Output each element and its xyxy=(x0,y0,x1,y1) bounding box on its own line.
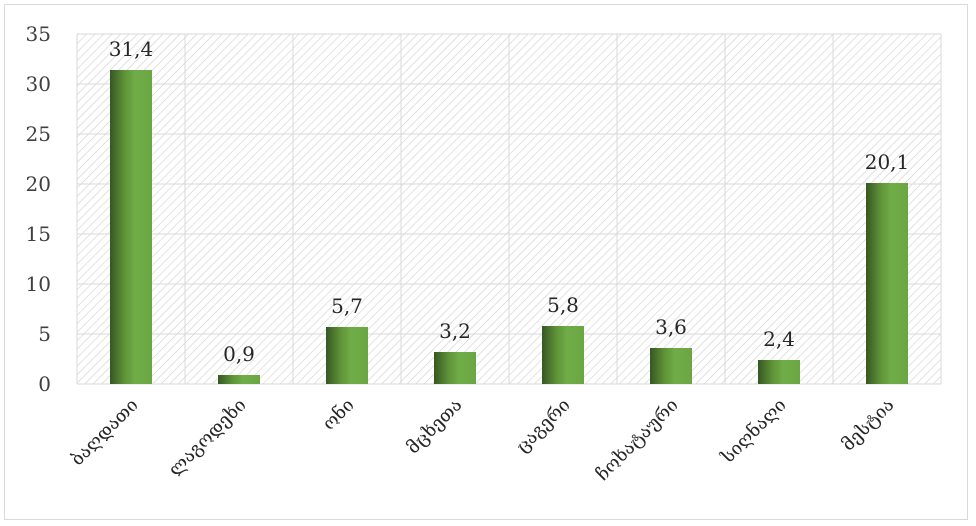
bar xyxy=(542,326,584,384)
data-label: 2,4 xyxy=(763,327,795,351)
bar xyxy=(326,327,368,384)
y-tick-label: 25 xyxy=(26,122,51,146)
data-label: 3,2 xyxy=(439,319,471,343)
data-label: 31,4 xyxy=(109,37,154,61)
x-tick-label: ჩოხატაური xyxy=(592,395,682,485)
data-labels: 31,4 0,9 5,7 3,2 5,8 3,6 2,4 20,1 xyxy=(109,37,910,366)
y-tick-label: 30 xyxy=(26,72,51,96)
y-tick-label: 20 xyxy=(26,172,51,196)
y-tick-label: 35 xyxy=(26,22,51,46)
x-tick-label: ონი xyxy=(318,394,359,435)
bar xyxy=(866,183,908,384)
gridlines xyxy=(76,33,942,385)
bar xyxy=(650,348,692,384)
chart-frame: 0 5 10 15 20 25 30 35 31,4 0,9 5,7 3,2 5,8 3,6 2,4 20,… xyxy=(4,4,968,520)
x-tick-label: მცხეთა xyxy=(403,395,467,459)
y-tick-label: 10 xyxy=(26,272,51,296)
y-tick-label: 15 xyxy=(26,222,51,246)
x-axis: ბაღდათი ლაგოდეხი ონი მცხეთა ცაგერი ჩოხატაური ს… xyxy=(67,394,898,485)
bar-chart: 0 5 10 15 20 25 30 35 31,4 0,9 5,7 3,2 5,8 3,6 2,4 20,… xyxy=(26,22,942,485)
y-tick-label: 5 xyxy=(38,322,51,346)
x-tick-label: ბაღდათი xyxy=(67,395,142,470)
data-label: 5,8 xyxy=(547,293,579,317)
bar xyxy=(218,375,260,384)
x-tick-label: მესტია xyxy=(838,395,899,456)
data-label: 0,9 xyxy=(223,342,255,366)
x-tick-label: სიღნაღი xyxy=(716,394,790,468)
bar xyxy=(110,70,152,384)
bar xyxy=(758,360,800,384)
data-label: 3,6 xyxy=(655,315,687,339)
y-axis: 0 5 10 15 20 25 30 35 xyxy=(26,22,51,396)
bar xyxy=(434,352,476,384)
y-tick-label: 0 xyxy=(38,372,51,396)
bars xyxy=(110,70,908,384)
x-tick-label: ლაგოდეხი xyxy=(165,395,251,481)
data-label: 20,1 xyxy=(865,150,910,174)
x-tick-label: ცაგერი xyxy=(512,395,575,458)
data-label: 5,7 xyxy=(331,294,363,318)
